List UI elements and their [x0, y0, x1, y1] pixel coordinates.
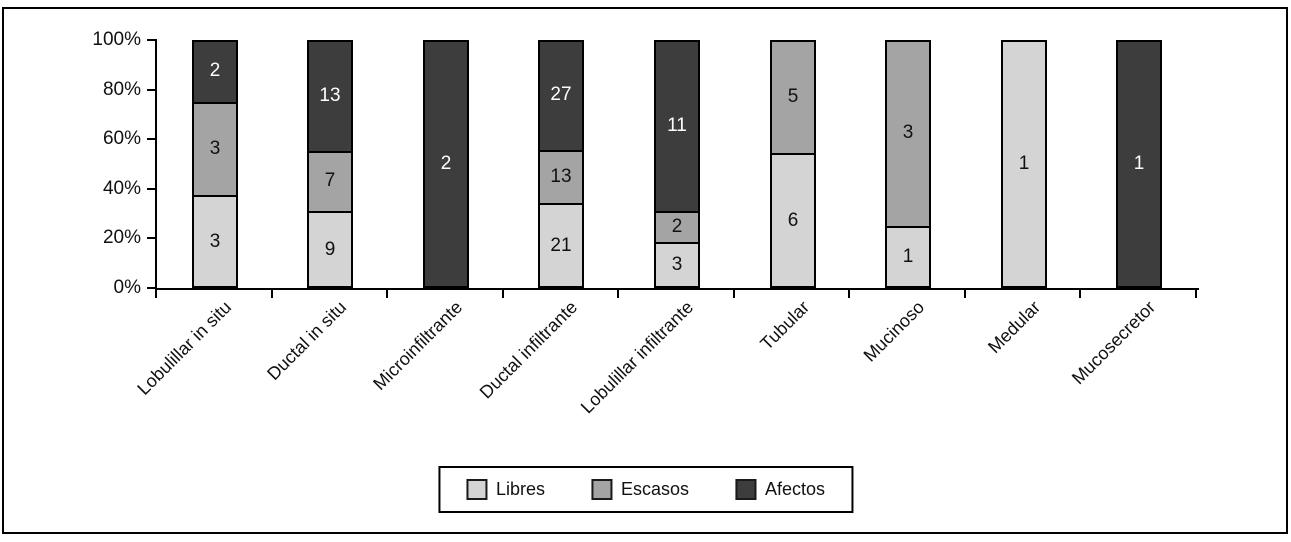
legend-item-escasos: Escasos	[590, 479, 690, 500]
bar-value-label: 3	[209, 231, 221, 252]
y-tick	[147, 138, 157, 140]
bar-segment	[654, 40, 700, 213]
bar-value-label: 27	[550, 84, 572, 105]
x-tick	[964, 290, 966, 298]
y-tick-label: 20%	[102, 227, 141, 248]
y-tick	[147, 188, 157, 190]
bar-value-label: 7	[324, 170, 336, 191]
bar-value-label: 13	[319, 85, 341, 106]
bar-segment	[538, 40, 584, 152]
x-tick	[848, 290, 850, 298]
bar-value-label: 11	[667, 115, 687, 136]
legend-swatch-libres	[465, 479, 487, 500]
legend-swatch-escasos	[590, 479, 612, 500]
bar-segment	[423, 40, 469, 288]
legend-swatch-afectos	[735, 479, 757, 500]
x-tick	[1195, 290, 1197, 298]
bar-segment	[192, 102, 238, 197]
bar-segment	[885, 226, 931, 288]
y-axis-line	[155, 40, 157, 290]
legend-label-libres: Libres	[495, 479, 545, 499]
y-tick	[147, 287, 157, 289]
bar-value-label: 1	[902, 246, 914, 267]
bar-value-label: 2	[671, 216, 683, 237]
bar-segment	[192, 40, 238, 104]
bar-value-label: 21	[550, 235, 572, 256]
y-tick	[147, 89, 157, 91]
x-tick	[271, 290, 273, 298]
y-tick	[147, 39, 157, 41]
bar-value-label: 2	[209, 60, 221, 81]
x-axis-line	[155, 288, 1199, 290]
bar-segment	[654, 242, 700, 288]
x-tick	[386, 290, 388, 298]
legend-item-afectos: Afectos	[735, 479, 825, 500]
y-tick	[147, 237, 157, 239]
bar-value-label: 9	[324, 239, 336, 260]
x-tick	[155, 290, 157, 298]
x-tick	[733, 290, 735, 298]
legend-label-escasos: Escasos	[620, 479, 690, 499]
bar-value-label: 1	[1133, 153, 1145, 174]
bar-value-label: 2	[440, 153, 452, 174]
bar-value-label: 6	[787, 210, 799, 231]
y-tick-label: 80%	[102, 79, 141, 100]
bar-segment	[1001, 40, 1047, 288]
x-tick	[1079, 290, 1081, 298]
legend-item-libres: Libres	[465, 479, 545, 500]
y-tick-label: 60%	[102, 128, 141, 149]
bar-value-label: 3	[902, 122, 914, 143]
bar-value-label: 1	[1018, 153, 1030, 174]
x-tick	[502, 290, 504, 298]
y-tick-label: 40%	[102, 178, 141, 199]
legend-label-afectos: Afectos	[765, 479, 826, 499]
bar-segment	[770, 153, 816, 288]
bar-value-label: 3	[209, 138, 221, 159]
bar-value-label: 13	[550, 166, 572, 187]
bar-segment	[770, 40, 816, 155]
x-tick	[617, 290, 619, 298]
y-tick-label: 0%	[113, 277, 141, 298]
bar-segment	[1116, 40, 1162, 288]
bar-value-label: 3	[671, 254, 683, 275]
y-tick-label: 100%	[92, 29, 141, 50]
legend: Libres Escasos Afectos	[437, 466, 854, 513]
bar-value-label: 5	[787, 86, 799, 107]
bar-segment	[885, 40, 931, 228]
bar-segment	[307, 40, 353, 153]
